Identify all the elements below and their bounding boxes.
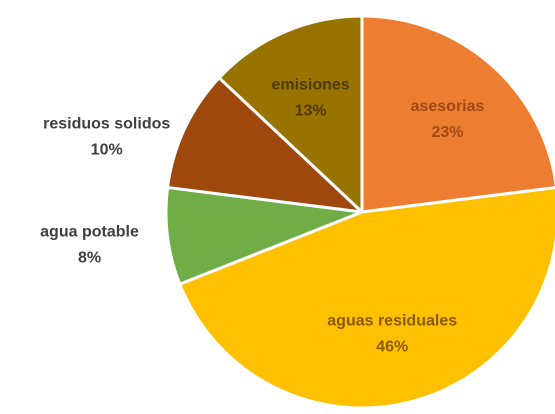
- pie-slice-agua-potable: [164, 185, 364, 286]
- slice-value-emisiones: 13%: [295, 102, 327, 119]
- pie-slice-residuos-solidos: [166, 76, 364, 214]
- pie-slice-aguas-residuales: [178, 186, 555, 410]
- slice-value-aguas-residuales: 46%: [376, 339, 408, 356]
- slice-label-residuos-solidos: residuos solidos: [43, 116, 170, 133]
- slice-label-emisiones: emisiones: [271, 76, 349, 93]
- slice-value-asesorias: 23%: [431, 124, 463, 141]
- slice-label-agua-potable: agua potable: [40, 224, 139, 241]
- slice-label-asesorias: asesorias: [411, 98, 485, 115]
- slice-label-aguas-residuales: aguas residuales: [327, 313, 457, 330]
- slice-value-residuos-solidos: 10%: [91, 142, 123, 159]
- pie-slice-emisiones: [217, 14, 364, 214]
- slice-value-agua-potable: 8%: [78, 250, 101, 267]
- pie-slice-asesorias: [360, 14, 555, 214]
